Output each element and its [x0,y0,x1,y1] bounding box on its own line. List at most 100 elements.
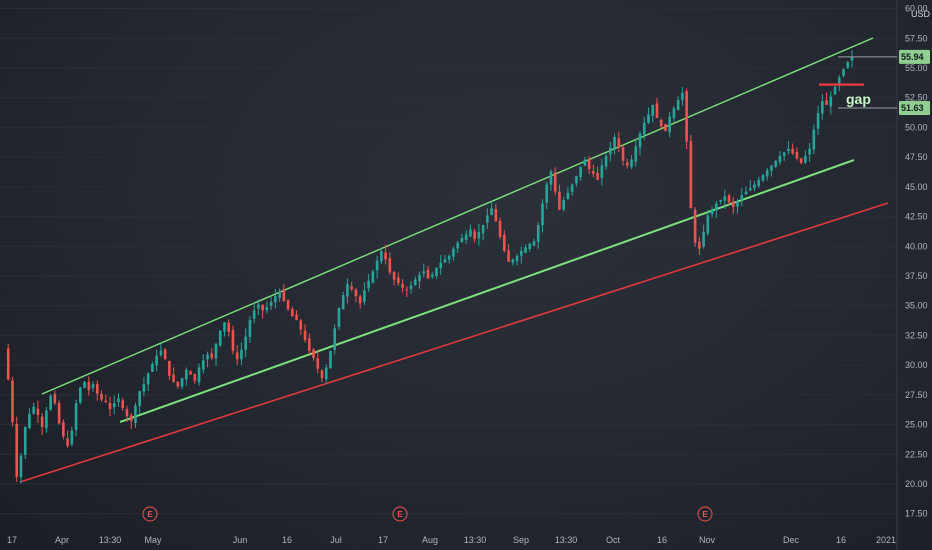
candle-body [168,360,171,376]
candle-body [430,274,434,277]
candle-body [193,374,197,381]
candle-body [36,408,40,416]
candle-body [261,304,264,311]
candle-body [422,271,426,274]
candle-body [142,384,146,392]
candle-body [460,237,464,243]
candle-body [638,133,642,148]
candle-body [201,360,205,370]
candle-body [621,147,625,161]
candle-body [15,423,19,477]
candle-body [100,393,103,400]
candle-body [630,159,633,168]
y-tick-label: 52.50 [905,93,928,103]
candle-body [562,199,565,210]
candle-body [329,350,332,369]
candle-body [698,241,701,249]
candle-body [846,62,850,68]
y-tick-label: 27.50 [905,390,928,400]
candle-body [583,159,587,166]
candle-body [558,191,561,210]
candle-body [719,199,722,202]
grid-lines [0,8,897,515]
candle-body [117,398,120,403]
price-tags: 55.94 51.63 [838,49,930,116]
candle-body [821,101,824,114]
candle-body [536,224,540,242]
candle-body [307,338,311,351]
candle-body [617,138,621,148]
candle-body [761,174,765,181]
candle-body [274,296,277,303]
candle-body [842,69,845,76]
candle-body [125,409,129,417]
candle-body [456,242,459,249]
candle-body [570,184,574,192]
candle-body [303,330,307,341]
candle-body [206,354,209,360]
candle-body [159,350,163,355]
candle-body [62,422,65,437]
candle-body [108,402,112,410]
candle-body [740,195,744,201]
candle-body [702,232,705,247]
candle-body [358,296,362,304]
candle-body [825,100,828,105]
x-tick-label: 13:30 [464,535,487,545]
candle-body [392,272,396,280]
candle-body [642,122,646,135]
candle-body [706,215,710,234]
x-tick-label: Jul [330,535,342,545]
y-tick-label: 22.50 [905,449,928,459]
candle-body [11,380,14,423]
x-axis: 17 Apr 13:30 May Jun 16 Jul 17 Aug 13:30 Sep 13:30 O… [7,535,896,545]
x-tick-label: 2021 [876,535,896,545]
candle-body [32,406,35,414]
x-tick-label: May [144,535,162,545]
candle-body [736,201,739,207]
candle-body [375,260,379,271]
price-tag-box [899,101,930,116]
y-tick-label: 40.00 [905,241,928,251]
candle-body [6,348,10,380]
candle-body [74,403,78,431]
y-tick-label: 47.50 [905,152,928,162]
candle-body [579,166,582,178]
candle-body [291,309,294,317]
candle-body [70,430,74,445]
candle-body [151,363,154,372]
candle-body [753,184,756,189]
earnings-label: E [702,510,708,519]
candle-body [104,400,108,402]
candle-body [625,162,629,166]
candles [6,50,854,484]
candle-body [180,378,184,387]
candle-body [282,289,286,301]
candle-body [354,289,358,297]
candle-body [689,140,693,209]
candle-body [469,229,472,237]
x-tick-label: Apr [55,535,69,545]
candle-body [112,403,116,408]
candle-body [413,279,417,286]
candle-body [765,170,769,177]
candle-body [163,349,167,360]
candle-body [185,369,188,380]
candle-body [473,231,476,240]
candle-body [481,224,485,234]
candle-body [252,310,256,319]
candle-body [363,290,366,302]
candle-body [664,124,667,131]
candle-body [515,255,519,262]
candle-body [833,87,837,95]
candle-body [532,241,536,246]
candle-body [494,209,498,222]
candle-body [244,336,247,350]
x-tick-label: 17 [378,535,388,545]
x-tick-label: 16 [836,535,846,545]
candle-body [507,250,510,262]
candle-body [490,208,493,216]
candle-body [401,283,404,288]
